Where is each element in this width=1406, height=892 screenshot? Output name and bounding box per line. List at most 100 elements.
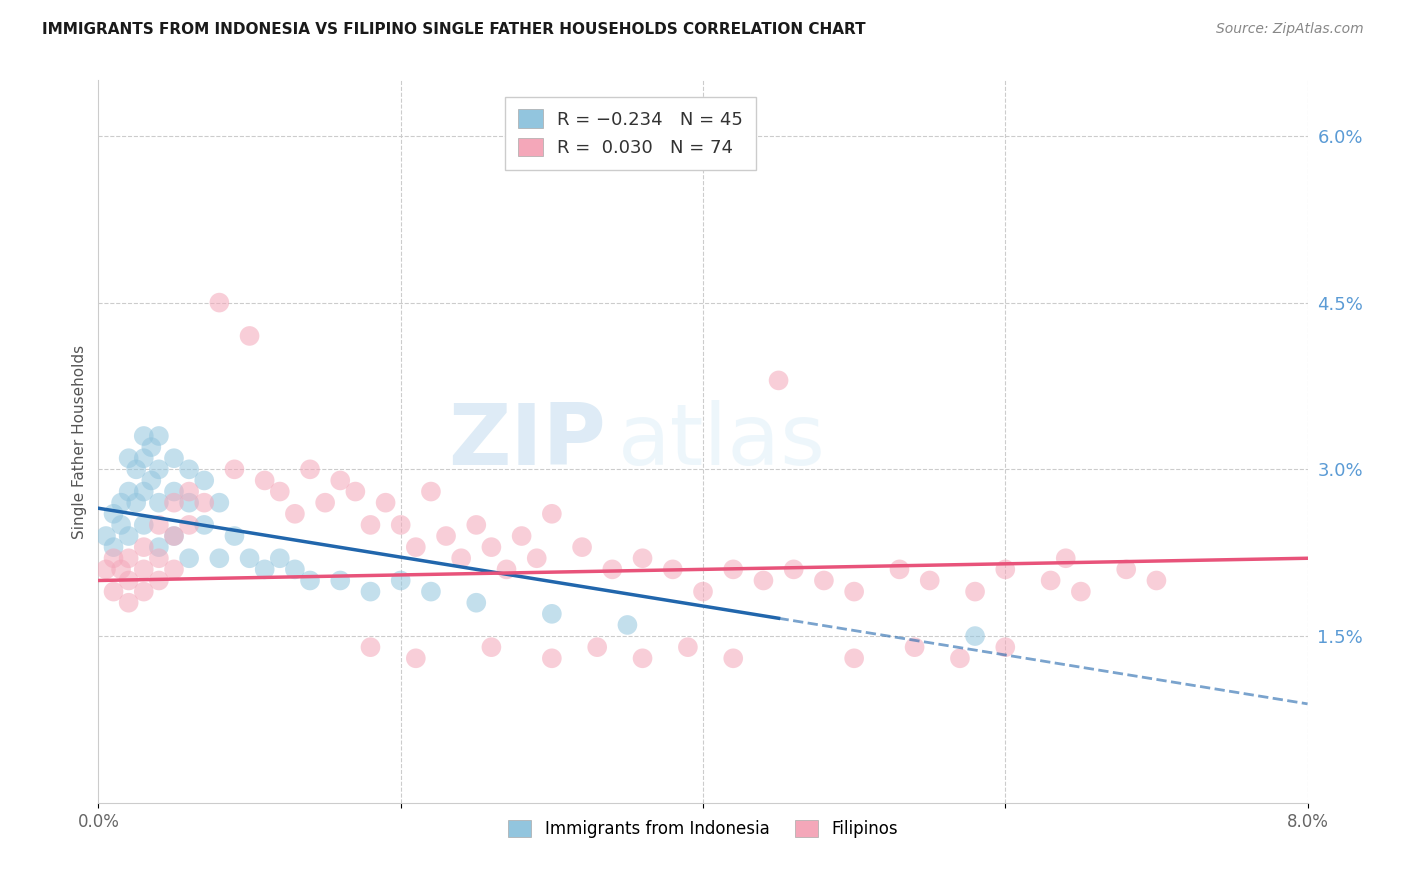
Point — [239, 329, 262, 343]
Point — [148, 496, 170, 510]
Point — [118, 574, 141, 588]
Point — [118, 484, 141, 499]
Point — [465, 517, 488, 532]
Point — [141, 474, 163, 488]
Point — [118, 529, 141, 543]
Point — [1146, 574, 1168, 588]
Point — [586, 640, 609, 655]
Point — [148, 574, 170, 588]
Point — [125, 462, 148, 476]
Point — [269, 484, 291, 499]
Point — [540, 651, 562, 665]
Point — [110, 562, 132, 576]
Point — [284, 507, 307, 521]
Legend: Immigrants from Indonesia, Filipinos: Immigrants from Indonesia, Filipinos — [502, 814, 904, 845]
Text: IMMIGRANTS FROM INDONESIA VS FILIPINO SINGLE FATHER HOUSEHOLDS CORRELATION CHART: IMMIGRANTS FROM INDONESIA VS FILIPINO SI… — [42, 22, 866, 37]
Point — [420, 484, 443, 499]
Point — [1070, 584, 1092, 599]
Point — [269, 551, 291, 566]
Point — [676, 640, 699, 655]
Point — [540, 607, 562, 621]
Point — [224, 529, 246, 543]
Point — [723, 651, 745, 665]
Point — [224, 462, 246, 476]
Point — [110, 517, 132, 532]
Point — [163, 562, 186, 576]
Point — [208, 295, 231, 310]
Point — [360, 517, 382, 532]
Point — [405, 651, 427, 665]
Point — [329, 474, 352, 488]
Point — [94, 562, 117, 576]
Point — [420, 584, 443, 599]
Point — [148, 551, 170, 566]
Point — [125, 496, 148, 510]
Point — [132, 540, 155, 554]
Point — [163, 496, 186, 510]
Point — [540, 507, 562, 521]
Point — [148, 517, 170, 532]
Point — [103, 540, 125, 554]
Point — [904, 640, 927, 655]
Point — [110, 496, 132, 510]
Point — [1115, 562, 1137, 576]
Point — [389, 517, 412, 532]
Point — [208, 496, 231, 510]
Point — [510, 529, 533, 543]
Y-axis label: Single Father Households: Single Father Households — [72, 344, 87, 539]
Point — [179, 517, 201, 532]
Point — [163, 451, 186, 466]
Point — [103, 507, 125, 521]
Point — [163, 529, 186, 543]
Point — [132, 562, 155, 576]
Point — [344, 484, 367, 499]
Point — [949, 651, 972, 665]
Point — [965, 629, 987, 643]
Point — [163, 484, 186, 499]
Point — [768, 373, 790, 387]
Point — [299, 462, 322, 476]
Point — [239, 551, 262, 566]
Point — [631, 651, 654, 665]
Point — [752, 574, 775, 588]
Point — [526, 551, 548, 566]
Point — [163, 529, 186, 543]
Point — [692, 584, 714, 599]
Point — [723, 562, 745, 576]
Point — [1039, 574, 1062, 588]
Point — [179, 496, 201, 510]
Point — [918, 574, 941, 588]
Point — [360, 640, 382, 655]
Point — [148, 429, 170, 443]
Point — [132, 517, 155, 532]
Point — [253, 474, 276, 488]
Point — [602, 562, 624, 576]
Point — [661, 562, 683, 576]
Point — [284, 562, 307, 576]
Point — [889, 562, 911, 576]
Point — [118, 596, 141, 610]
Point — [118, 551, 141, 566]
Point — [94, 529, 117, 543]
Point — [994, 640, 1017, 655]
Point — [329, 574, 352, 588]
Text: ZIP: ZIP — [449, 400, 606, 483]
Point — [495, 562, 517, 576]
Point — [193, 496, 215, 510]
Text: Source: ZipAtlas.com: Source: ZipAtlas.com — [1216, 22, 1364, 37]
Point — [389, 574, 412, 588]
Point — [783, 562, 806, 576]
Point — [193, 474, 215, 488]
Point — [314, 496, 336, 510]
Point — [148, 462, 170, 476]
Point — [118, 451, 141, 466]
Point — [299, 574, 322, 588]
Point — [179, 462, 201, 476]
Point — [434, 529, 457, 543]
Point — [103, 584, 125, 599]
Point — [103, 551, 125, 566]
Point — [253, 562, 276, 576]
Point — [132, 484, 155, 499]
Point — [132, 429, 155, 443]
Point — [571, 540, 593, 554]
